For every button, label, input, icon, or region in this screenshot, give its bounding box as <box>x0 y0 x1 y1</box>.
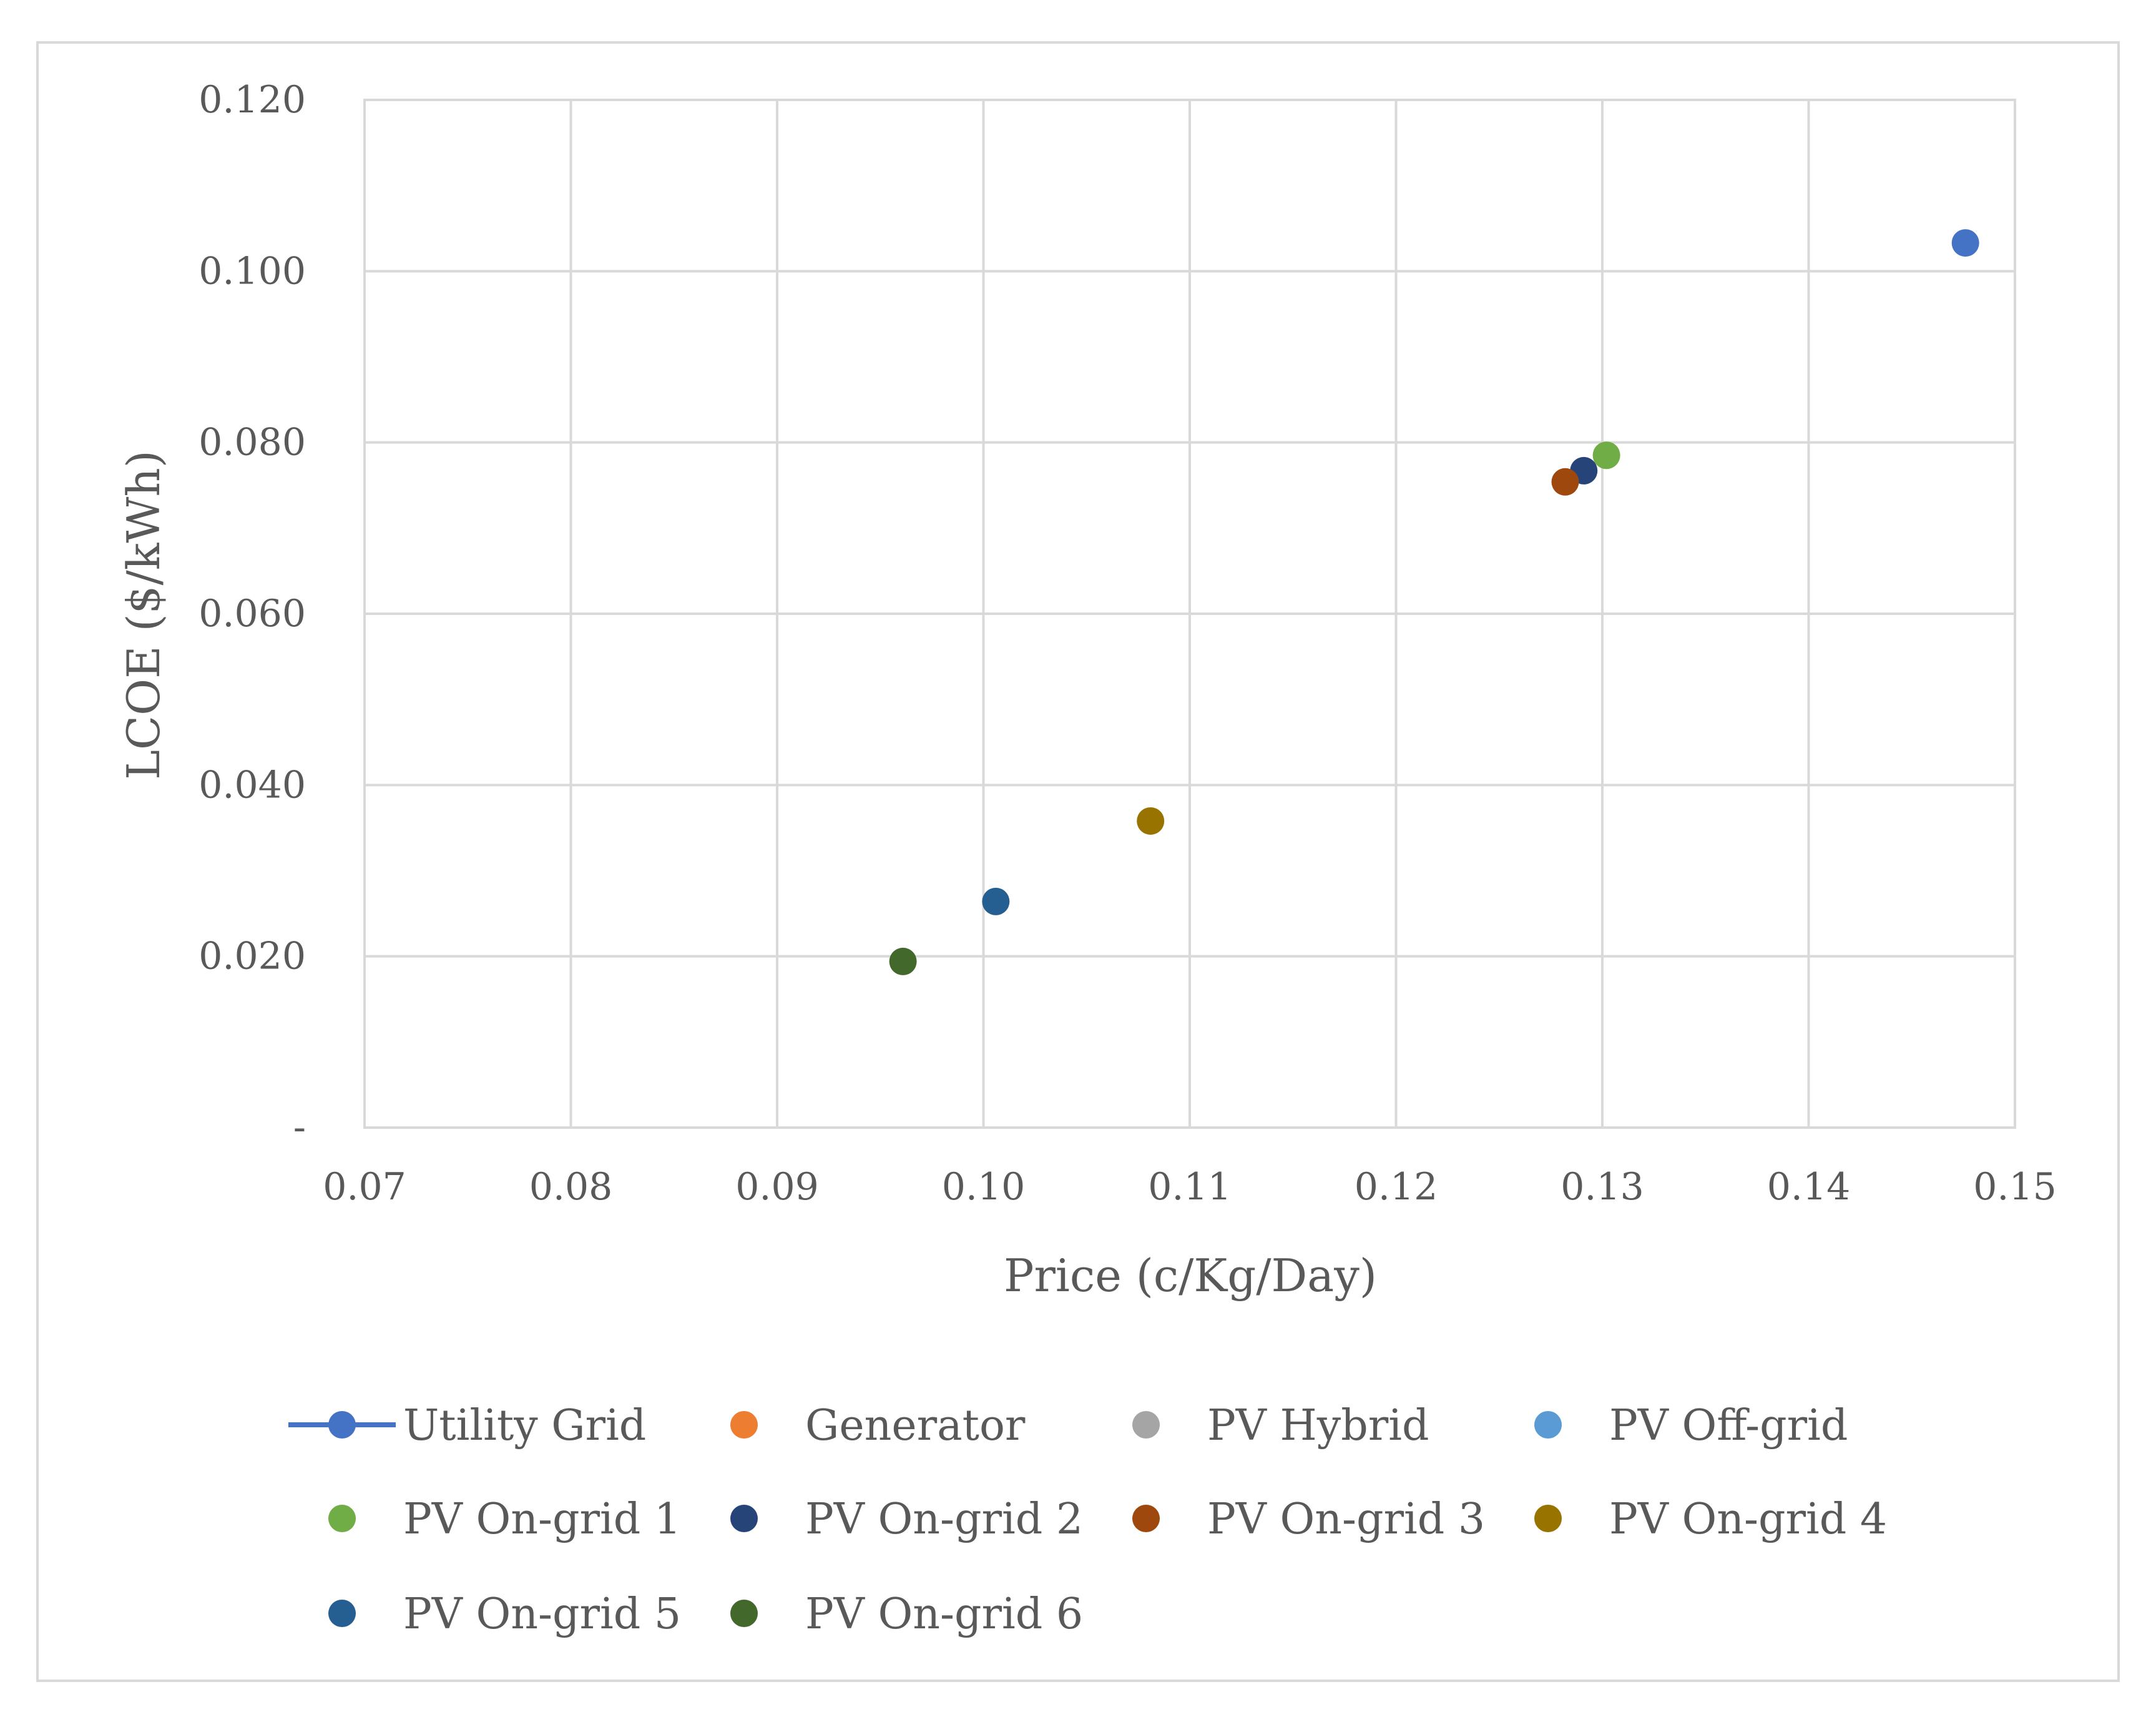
legend-marker-pv-hybrid <box>1132 1411 1160 1439</box>
x-tick-label: 0.15 <box>1973 1165 2057 1209</box>
legend-label-pv-on-grid-3: PV On-grid 3 <box>1207 1495 1485 1544</box>
legend-label-pv-on-grid-5: PV On-grid 5 <box>403 1590 681 1639</box>
x-tick-label: 0.08 <box>529 1165 613 1209</box>
x-tick-label: 0.11 <box>1148 1165 1232 1209</box>
legend-label-pv-hybrid: PV Hybrid <box>1207 1401 1429 1450</box>
x-axis-title: Price (c/Kg/Day) <box>1004 1249 1377 1302</box>
legend-marker-generator <box>730 1411 758 1439</box>
legend-marker-pv-on-grid-2 <box>730 1505 758 1532</box>
data-point-utility-grid <box>1951 229 1979 257</box>
legend-label-generator: Generator <box>805 1401 1026 1450</box>
points-layer <box>889 229 1979 975</box>
x-tick-label: 0.09 <box>735 1165 819 1209</box>
legend-label-pv-on-grid-2: PV On-grid 2 <box>805 1495 1083 1544</box>
chart-frame <box>36 41 2120 1682</box>
y-tick-label: 0.060 <box>198 592 306 636</box>
x-tick-label: 0.07 <box>323 1165 406 1209</box>
legend-label-pv-on-grid-6: PV On-grid 6 <box>805 1590 1083 1639</box>
x-tick-label: 0.13 <box>1561 1165 1644 1209</box>
y-axis-title: LCOE ($/kWh) <box>117 450 170 780</box>
y-tick-label: 0.080 <box>198 421 306 465</box>
legend-marker-pv-on-grid-5 <box>328 1600 356 1627</box>
y-tick-label: 0.100 <box>198 249 306 293</box>
legend-marker-pv-on-grid-1 <box>328 1505 356 1532</box>
data-point-pv-on-grid-6 <box>889 947 917 975</box>
legend-label-utility-grid: Utility Grid <box>403 1401 646 1450</box>
y-tick-label: 0.020 <box>198 935 306 978</box>
grid-layer <box>363 99 2016 1129</box>
legend-marker-pv-on-grid-6 <box>730 1600 758 1627</box>
legend-label-pv-on-grid-1: PV On-grid 1 <box>403 1495 681 1544</box>
legend-marker-utility-grid <box>328 1411 356 1439</box>
x-tick-label: 0.12 <box>1355 1165 1438 1209</box>
ticks-layer: 0.07 0.08 0.09 0.10 0.11 0.12 0.13 0.14 0.15 - 0.0… <box>198 78 2057 1209</box>
y-tick-label: - <box>293 1106 306 1149</box>
legend: Utility Grid Generator PV Hybrid PV Off-gri… <box>288 1401 1887 1639</box>
data-point-pv-on-grid-3 <box>1551 468 1579 496</box>
x-tick-label: 0.10 <box>942 1165 1026 1209</box>
y-tick-label: 0.120 <box>198 78 306 122</box>
legend-marker-pv-off-grid <box>1534 1411 1562 1439</box>
y-tick-label: 0.040 <box>198 763 306 807</box>
data-point-pv-on-grid-5 <box>982 887 1010 915</box>
x-tick-label: 0.14 <box>1767 1165 1851 1209</box>
data-point-pv-on-grid-4 <box>1137 807 1165 835</box>
data-point-pv-on-grid-1 <box>1592 441 1620 470</box>
legend-label-pv-off-grid: PV Off-grid <box>1609 1401 1848 1450</box>
plot-area-border <box>363 99 2016 1129</box>
legend-marker-pv-on-grid-3 <box>1132 1505 1160 1532</box>
legend-label-pv-on-grid-4: PV On-grid 4 <box>1609 1495 1887 1544</box>
legend-marker-pv-on-grid-4 <box>1534 1505 1562 1532</box>
